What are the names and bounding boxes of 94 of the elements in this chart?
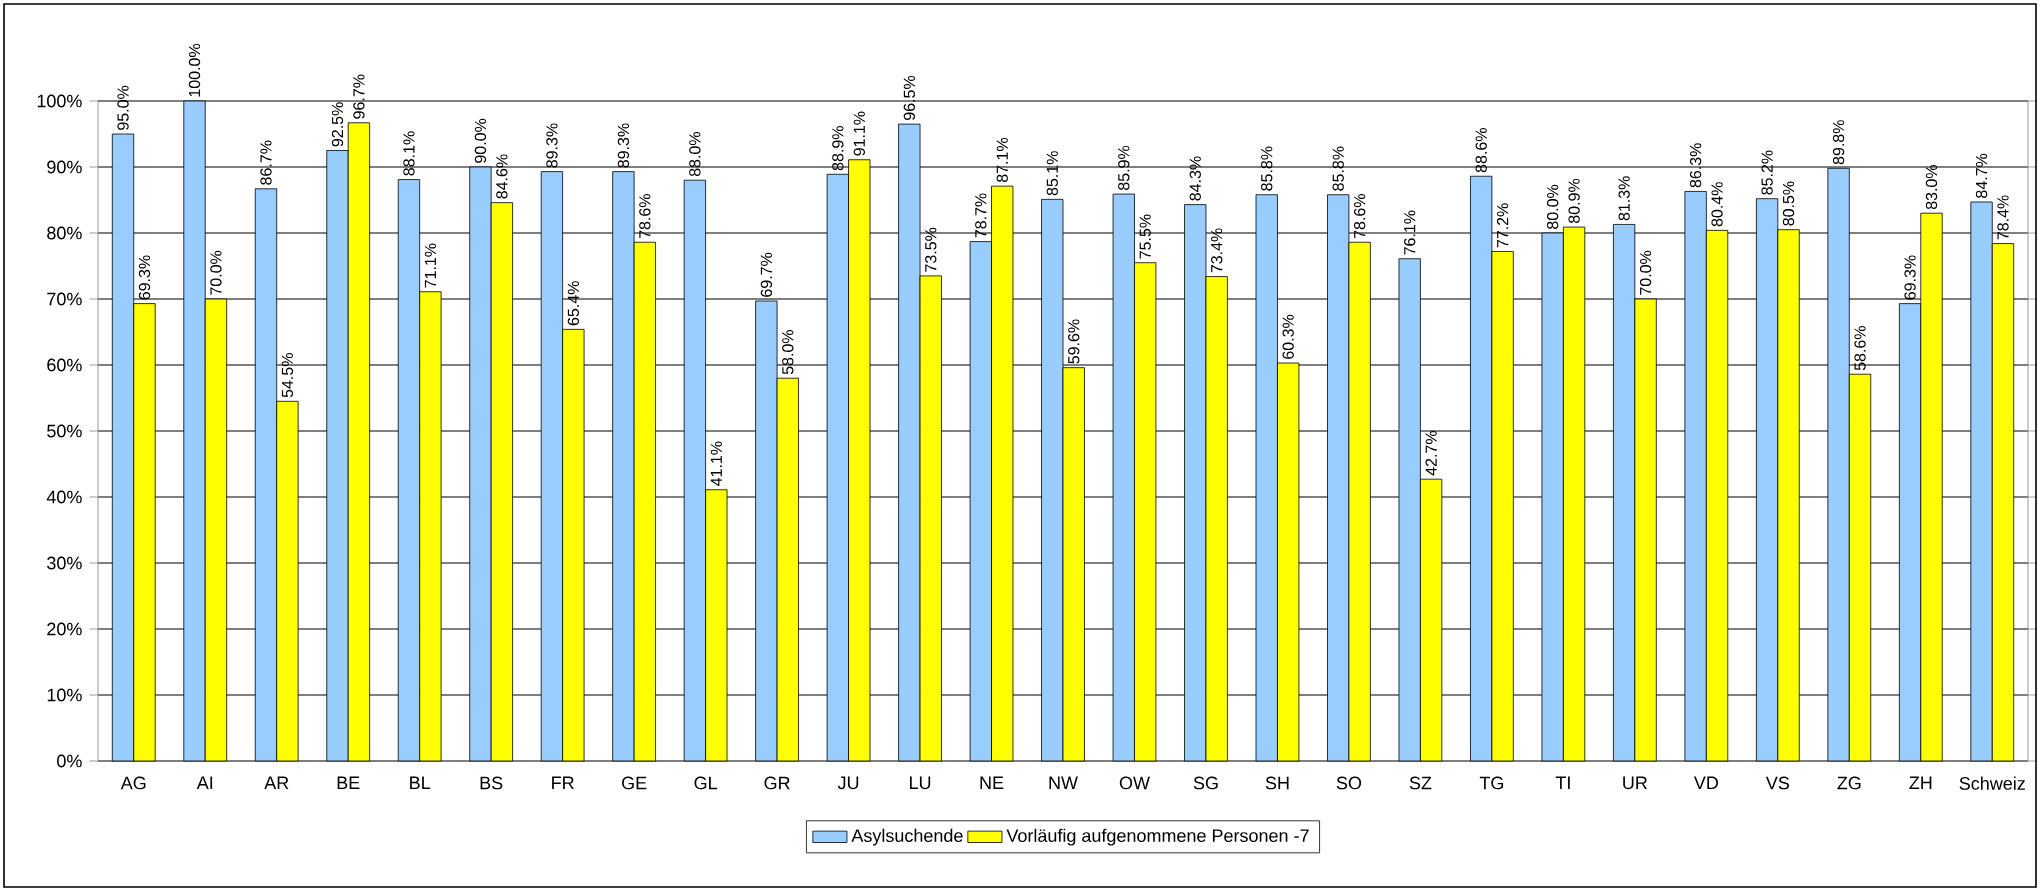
data-label: 58.0% <box>782 330 794 375</box>
data-label: 70.0% <box>210 250 222 295</box>
data-label: 85.2% <box>1761 150 1773 195</box>
x-tick-label: VD <box>1693 776 1718 789</box>
data-label: 80.5% <box>1782 181 1795 226</box>
data-label: 89.3% <box>617 123 630 168</box>
data-label: 89.3% <box>546 123 558 168</box>
y-tick-label: 100% <box>37 94 82 108</box>
data-label: 58.6% <box>1854 326 1866 371</box>
x-tick-label: TG <box>1479 776 1504 790</box>
x-tick-label: AR <box>264 776 289 789</box>
x-tick-label: GE <box>622 776 647 790</box>
x-tick-label: NW <box>1049 776 1078 789</box>
data-label: 54.5% <box>281 353 294 398</box>
data-label: 80.0% <box>1547 184 1559 229</box>
x-tick-label: BL <box>410 776 431 789</box>
data-label: 84.7% <box>1975 153 1988 198</box>
data-label: 41.1% <box>710 441 722 486</box>
data-label: 85.1% <box>1046 151 1058 196</box>
x-tick-label: FR <box>552 776 574 789</box>
data-label: 92.5% <box>331 102 344 147</box>
data-label: 88.0% <box>689 132 701 177</box>
data-label: 84.6% <box>496 154 508 199</box>
data-label: 95.0% <box>117 85 129 130</box>
data-label: 65.4% <box>567 281 580 326</box>
y-tick-label: 90% <box>47 160 82 174</box>
y-tick-label: 70% <box>47 292 82 306</box>
data-label: 85.8% <box>1261 146 1273 191</box>
x-tick-label: NE <box>980 776 1004 789</box>
data-label: 88.6% <box>1475 128 1487 173</box>
x-tick-label: GR <box>764 776 790 790</box>
data-label: 75.5% <box>1139 214 1151 259</box>
x-tick-label: LU <box>910 776 931 790</box>
data-label: 76.1% <box>1404 210 1416 255</box>
data-label: 77.2% <box>1496 203 1509 248</box>
x-tick-label: SZ <box>1409 776 1432 790</box>
x-tick-label: SO <box>1336 776 1362 790</box>
data-label: 84.3% <box>1189 156 1201 201</box>
x-tick-label: TI <box>1555 776 1570 789</box>
x-tick-label: AI <box>196 776 213 789</box>
data-label: 60.3% <box>1282 314 1294 359</box>
x-tick-label: BE <box>337 776 360 789</box>
y-tick-label: 30% <box>47 556 82 570</box>
x-tick-label: Schweiz <box>1959 776 2025 790</box>
data-label: 96.5% <box>903 75 915 120</box>
data-label: 85.9% <box>1118 145 1130 190</box>
data-label: 96.7% <box>353 74 365 119</box>
x-tick-label: BS <box>480 776 503 790</box>
data-label: 80.4% <box>1711 182 1723 227</box>
data-label: 88.1% <box>403 131 415 176</box>
x-tick-label: JU <box>837 776 859 790</box>
data-label: 85.8% <box>1332 146 1344 191</box>
y-tick-label: 80% <box>47 226 82 240</box>
data-label: 83.0% <box>1925 165 1938 210</box>
data-label: 90.0% <box>474 118 487 163</box>
x-tick-label: SG <box>1193 776 1218 790</box>
data-label: 69.3% <box>138 255 151 300</box>
data-label: 78.6% <box>639 194 651 239</box>
legend-label: Asylsuchende <box>851 828 963 846</box>
data-label: 86.7% <box>260 140 272 185</box>
y-tick-label: 10% <box>47 688 82 702</box>
data-label: 87.1% <box>996 137 1008 183</box>
x-tick-label: ZG <box>1837 776 1861 790</box>
legend-label: Vorläufig aufgenommene Personen -7 <box>1006 828 1309 846</box>
data-label: 73.5% <box>925 227 937 272</box>
y-tick-label: 20% <box>47 622 82 636</box>
y-tick-label: 0% <box>57 754 82 768</box>
data-label: 73.4% <box>1211 228 1223 273</box>
data-label: 100.0% <box>188 43 201 97</box>
data-label: 81.3% <box>1618 176 1630 221</box>
data-label: 71.1% <box>424 243 436 288</box>
x-tick-label: AG <box>120 776 146 790</box>
x-tick-label: SH <box>1265 776 1289 790</box>
x-tick-label: ZH <box>1909 776 1932 789</box>
y-tick-label: 50% <box>47 424 82 438</box>
x-tick-label: GL <box>694 776 718 790</box>
data-label: 88.9% <box>832 126 844 171</box>
data-label: 86.3% <box>1689 143 1702 188</box>
data-label: 78.6% <box>1354 194 1366 239</box>
x-tick-label: UR <box>1623 776 1648 790</box>
y-tick-label: 40% <box>46 490 82 504</box>
y-tick-label: 60% <box>47 358 82 372</box>
data-label: 70.0% <box>1639 250 1652 295</box>
data-label: 59.6% <box>1068 319 1080 364</box>
data-label: 69.7% <box>760 252 773 297</box>
data-label: 69.3% <box>1904 255 1916 300</box>
data-label: 80.9% <box>1568 178 1580 223</box>
data-label: 42.7% <box>1425 431 1437 476</box>
data-label: 89.8% <box>1832 120 1845 165</box>
x-tick-label: VS <box>1765 776 1790 790</box>
data-label: 91.1% <box>853 111 865 156</box>
data-label: 78.4% <box>1997 195 2009 240</box>
x-tick-label: OW <box>1119 776 1150 790</box>
data-label: 78.7% <box>975 193 987 238</box>
